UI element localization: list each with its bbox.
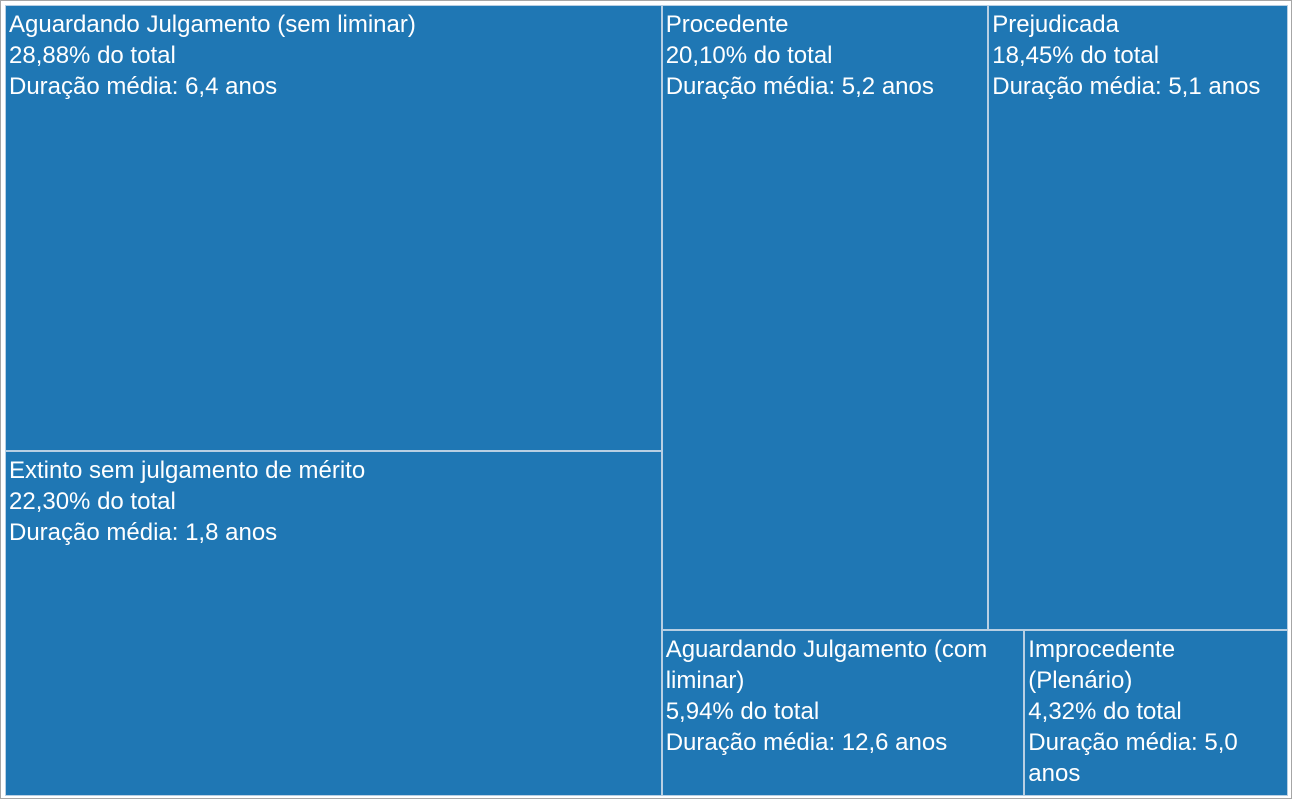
treemap-tile[interactable]: Extinto sem julgamento de mérito 22,30% d… xyxy=(5,451,662,796)
tile-label-group: Aguardando Julgamento (sem liminar) 28,88… xyxy=(9,9,658,102)
treemap-tile[interactable]: Aguardando Julgamento (sem liminar) 28,88… xyxy=(5,5,662,452)
tile-category-label: Procedente xyxy=(665,11,789,38)
tile-duration-label: Duração média: 5,0 anos xyxy=(1028,728,1238,787)
treemap-tile[interactable]: Aguardando Julgamento (com liminar) 5,94%… xyxy=(661,629,1025,796)
tile-label-group: Procedente 20,10% do total Duração média: … xyxy=(666,9,985,102)
tile-category-label: Extinto sem julgamento de mérito xyxy=(9,457,366,485)
tile-duration-label: Duração média: 5,2 anos xyxy=(665,73,934,100)
tile-duration-label: Duração média: 6,4 anos xyxy=(9,73,278,100)
tile-share-label: 20,10% do total xyxy=(665,42,833,69)
tile-share-label: 4,32% do total xyxy=(1028,697,1182,725)
tile-category-label: Prejudicada xyxy=(992,11,1119,38)
tile-share-label: 18,45% do total xyxy=(992,42,1160,69)
tile-label-group: Aguardando Julgamento (com liminar) 5,94%… xyxy=(666,634,1021,758)
treemap-tile[interactable]: Procedente 20,10% do total Duração média: … xyxy=(661,5,989,630)
treemap-tile[interactable]: Prejudicada 18,45% do total Duração média:… xyxy=(988,5,1288,630)
tile-duration-label: Duração média: 1,8 anos xyxy=(9,519,278,547)
tile-category-label: Improcedente (Plenário) xyxy=(1028,635,1176,694)
tile-label-group: Improcedente (Plenário) 4,32% do total Dur… xyxy=(1028,634,1284,789)
tile-share-label: 28,88% do total xyxy=(9,42,176,69)
tile-duration-label: Duração média: 12,6 anos xyxy=(665,728,948,756)
treemap-tile[interactable]: Improcedente (Plenário) 4,32% do total Dur… xyxy=(1024,629,1288,796)
treemap-chart: Aguardando Julgamento (sem liminar) 28,88… xyxy=(5,5,1288,796)
tile-label-group: Prejudicada 18,45% do total Duração média:… xyxy=(992,9,1284,102)
tile-share-label: 5,94% do total xyxy=(665,697,820,725)
tile-category-label: Aguardando Julgamento (sem liminar) xyxy=(9,11,416,38)
tile-label-group: Extinto sem julgamento de mérito 22,30% d… xyxy=(9,455,658,548)
tile-share-label: 22,30% do total xyxy=(9,488,176,516)
tile-duration-label: Duração média: 5,1 anos xyxy=(992,73,1261,100)
tile-category-label: Aguardando Julgamento (com liminar) xyxy=(665,635,988,694)
